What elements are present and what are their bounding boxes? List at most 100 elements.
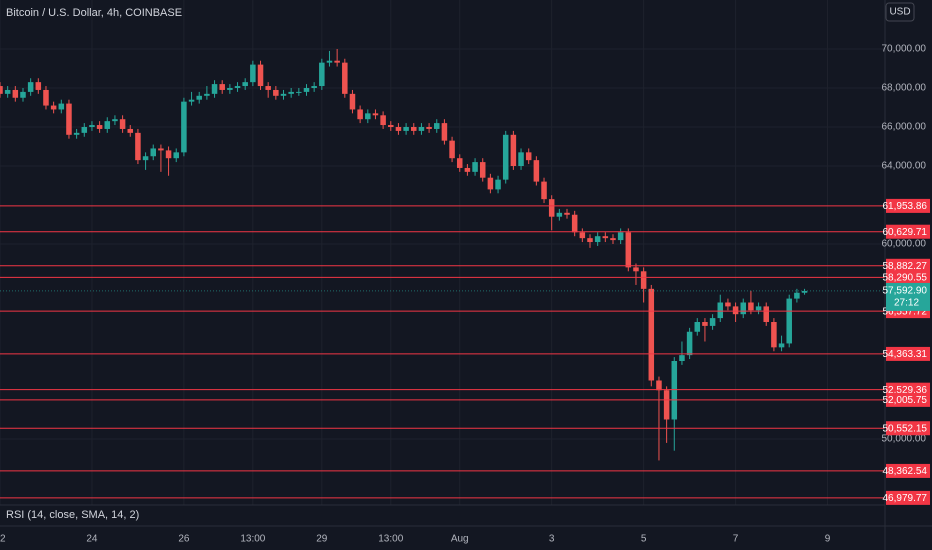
x-tick-label: 13:00 <box>378 534 403 545</box>
candle-body <box>311 86 317 89</box>
candle-body <box>663 390 670 420</box>
candle-body <box>326 60 333 63</box>
candle-body <box>548 199 555 217</box>
candle-body <box>81 127 88 133</box>
candle-body <box>748 302 754 311</box>
candle-body <box>679 355 685 361</box>
candle-body <box>227 88 233 90</box>
level-label: 50,552.15 <box>883 423 928 434</box>
candle-body <box>73 132 80 135</box>
last-price-label: 57,592.90 <box>883 286 928 297</box>
candle-body <box>801 290 808 293</box>
last-price-box <box>886 282 930 311</box>
candle-body <box>181 101 187 153</box>
candle-body <box>656 380 662 391</box>
candle-body <box>426 127 432 129</box>
candle-body <box>250 64 256 83</box>
level-label: 58,882.27 <box>883 261 928 272</box>
candle-body <box>173 152 179 159</box>
candle-body <box>58 103 65 110</box>
candle-body <box>771 321 777 348</box>
candle-body <box>35 82 42 90</box>
y-tick-label: 70,000.00 <box>882 44 927 55</box>
candle-body <box>518 152 524 166</box>
candle-body <box>89 125 95 128</box>
candle-body <box>257 64 264 87</box>
currency-label[interactable]: USD <box>889 7 910 18</box>
candle-body <box>418 127 425 131</box>
candle-body <box>686 331 693 356</box>
y-tick-label: 64,000.00 <box>882 161 927 172</box>
candle-body <box>740 302 747 315</box>
candle-body <box>12 89 19 98</box>
candle-body <box>403 127 409 131</box>
candle-body <box>472 162 478 172</box>
candle-body <box>127 128 134 133</box>
candle-body <box>694 321 701 332</box>
candle-body <box>204 93 210 96</box>
candle-body <box>135 132 141 161</box>
candle-body <box>349 93 356 110</box>
candle-body <box>395 127 402 131</box>
candle-body <box>288 91 294 94</box>
candle-body <box>502 134 509 180</box>
candle-body <box>633 267 639 272</box>
candle-body <box>702 321 708 326</box>
indicator-label[interactable]: RSI (14, close, SMA, 14, 2) <box>6 509 139 521</box>
candle-body <box>510 134 517 166</box>
candle-body <box>0 86 3 94</box>
candle-body <box>365 113 371 120</box>
candle-body <box>755 306 762 311</box>
level-label-box <box>886 270 930 285</box>
candle-body <box>709 318 716 326</box>
y-tick-label: 60,000.00 <box>882 239 927 250</box>
level-label-box <box>886 224 930 239</box>
candle-body <box>786 298 792 344</box>
candle-body <box>541 181 547 200</box>
candle-body <box>617 232 624 241</box>
level-label: 52,529.36 <box>883 385 928 396</box>
candle-body <box>479 162 486 178</box>
candle-body <box>372 113 379 116</box>
candle-body <box>602 236 609 239</box>
level-label-box <box>886 392 930 407</box>
level-label-box <box>886 421 930 436</box>
level-label: 54,363.31 <box>883 349 928 360</box>
candle-body <box>150 148 157 157</box>
candle-body <box>433 123 440 129</box>
candle-body <box>671 360 678 420</box>
candle-body <box>525 152 532 161</box>
candle-body <box>112 119 118 122</box>
candle-body <box>449 140 455 159</box>
level-label: 58,290.55 <box>883 272 928 283</box>
level-label-box <box>886 490 930 505</box>
candle-body <box>587 238 593 243</box>
candle-body <box>556 212 563 217</box>
currency-button[interactable] <box>885 2 915 22</box>
candle-body <box>380 115 386 126</box>
y-tick-label: 68,000.00 <box>882 83 927 94</box>
candle-body <box>579 232 586 239</box>
x-tick-label: Aug <box>451 534 469 545</box>
level-label: 48,362.54 <box>883 466 928 477</box>
candle-body <box>564 212 570 215</box>
candle-body <box>219 84 225 90</box>
candle-body <box>319 62 325 87</box>
candle-body <box>211 84 218 94</box>
candle-body <box>142 156 149 161</box>
x-tick-label: 3 <box>549 534 555 545</box>
candle-body <box>342 62 348 94</box>
candle-body <box>50 105 57 110</box>
candle-body <box>265 86 271 90</box>
candle-body <box>357 109 363 120</box>
x-tick-label: 29 <box>316 534 328 545</box>
candle-body <box>66 103 72 135</box>
level-label: 56,557.72 <box>883 306 928 317</box>
candle-body <box>43 89 49 106</box>
x-tick-label: 9 <box>825 534 831 545</box>
x-tick-label: 26 <box>178 534 190 545</box>
candle-body <box>441 123 448 141</box>
